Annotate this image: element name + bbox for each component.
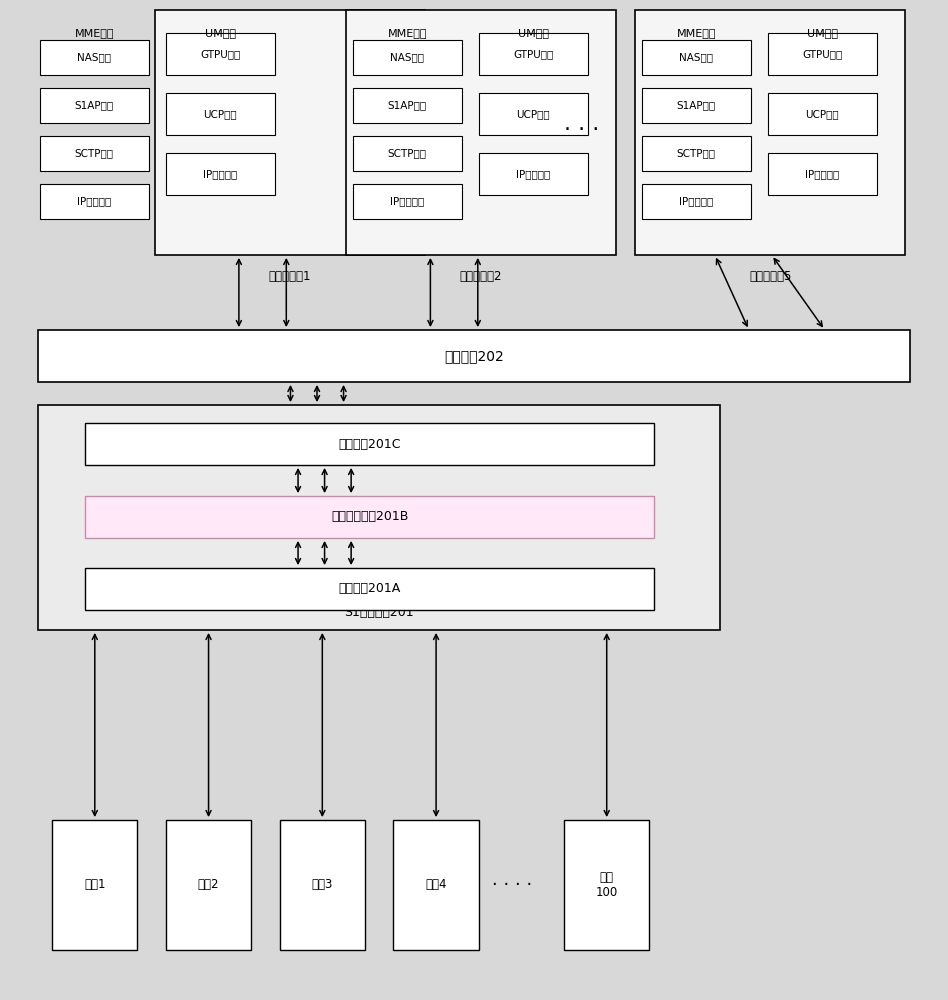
Bar — [353, 40, 462, 75]
Text: GTPU模块: GTPU模块 — [200, 49, 241, 59]
Bar — [353, 88, 462, 123]
Bar — [85, 423, 654, 465]
Text: · · · ·: · · · · — [492, 876, 532, 894]
Bar — [642, 184, 751, 219]
Text: 交换模块202: 交换模块202 — [444, 349, 504, 363]
Text: 基站1: 基站1 — [84, 879, 105, 892]
Bar — [38, 330, 910, 382]
Text: MME模块: MME模块 — [388, 28, 427, 38]
Text: GTPU模块: GTPU模块 — [802, 49, 843, 59]
Text: 模拟核心网1: 模拟核心网1 — [268, 270, 311, 284]
Bar — [166, 153, 275, 195]
Bar — [393, 820, 479, 950]
Text: UCP模块: UCP模块 — [806, 109, 839, 119]
Text: UM模块: UM模块 — [807, 28, 838, 38]
Bar — [353, 136, 462, 171]
Bar — [635, 10, 905, 255]
Bar — [280, 820, 365, 950]
Text: 模拟核心网5: 模拟核心网5 — [749, 270, 792, 284]
Bar — [564, 820, 649, 950]
Text: UM模块: UM模块 — [518, 28, 549, 38]
Bar — [85, 568, 654, 610]
Bar — [85, 496, 654, 538]
Bar — [642, 40, 751, 75]
Bar — [479, 93, 588, 135]
Bar — [479, 153, 588, 195]
Bar — [166, 820, 251, 950]
Text: GTPU模块: GTPU模块 — [513, 49, 554, 59]
Text: 基站3: 基站3 — [312, 879, 333, 892]
Text: SCTP模块: SCTP模块 — [388, 148, 427, 158]
Text: S1AP模块: S1AP模块 — [75, 101, 114, 110]
Text: UCP模块: UCP模块 — [204, 109, 237, 119]
Text: MME模块: MME模块 — [75, 28, 114, 38]
Text: 基站2: 基站2 — [198, 879, 219, 892]
Text: IP数据模块: IP数据模块 — [203, 169, 238, 179]
Bar — [642, 136, 751, 171]
Bar — [40, 184, 149, 219]
Bar — [353, 184, 462, 219]
Text: UCP模块: UCP模块 — [517, 109, 550, 119]
Bar — [642, 88, 751, 123]
Text: NAS模块: NAS模块 — [78, 52, 111, 62]
Bar — [40, 40, 149, 75]
Text: 发送模块201C: 发送模块201C — [338, 438, 401, 450]
Text: S1AP模块: S1AP模块 — [388, 101, 427, 110]
Text: 模拟核心网2: 模拟核心网2 — [460, 270, 502, 284]
Bar — [346, 10, 616, 255]
Text: 内部交换模块201B: 内部交换模块201B — [331, 510, 409, 523]
Text: 基站4: 基站4 — [426, 879, 447, 892]
Text: S1接口模块201: S1接口模块201 — [344, 606, 414, 619]
Bar — [38, 405, 720, 630]
Bar — [40, 136, 149, 171]
Text: SCTP模块: SCTP模块 — [677, 148, 716, 158]
Bar — [155, 10, 425, 255]
Bar — [479, 33, 588, 75]
Text: NAS模块: NAS模块 — [680, 52, 713, 62]
Text: IP信令模块: IP信令模块 — [77, 196, 112, 207]
Text: NAS模块: NAS模块 — [391, 52, 424, 62]
Bar — [768, 93, 877, 135]
Text: MME模块: MME模块 — [677, 28, 716, 38]
Text: 基站
100: 基站 100 — [595, 871, 618, 899]
Text: IP信令模块: IP信令模块 — [679, 196, 714, 207]
Text: IP数据模块: IP数据模块 — [805, 169, 840, 179]
Text: 接收模块201A: 接收模块201A — [338, 582, 401, 595]
Bar — [768, 153, 877, 195]
Bar — [52, 820, 137, 950]
Bar — [40, 88, 149, 123]
Bar — [768, 33, 877, 75]
Text: UM模块: UM模块 — [205, 28, 236, 38]
Text: SCTP模块: SCTP模块 — [75, 148, 114, 158]
Text: S1AP模块: S1AP模块 — [677, 101, 716, 110]
Bar — [166, 33, 275, 75]
Text: · · ·: · · · — [564, 120, 600, 140]
Text: IP数据模块: IP数据模块 — [516, 169, 551, 179]
Text: IP信令模块: IP信令模块 — [390, 196, 425, 207]
Bar — [166, 93, 275, 135]
